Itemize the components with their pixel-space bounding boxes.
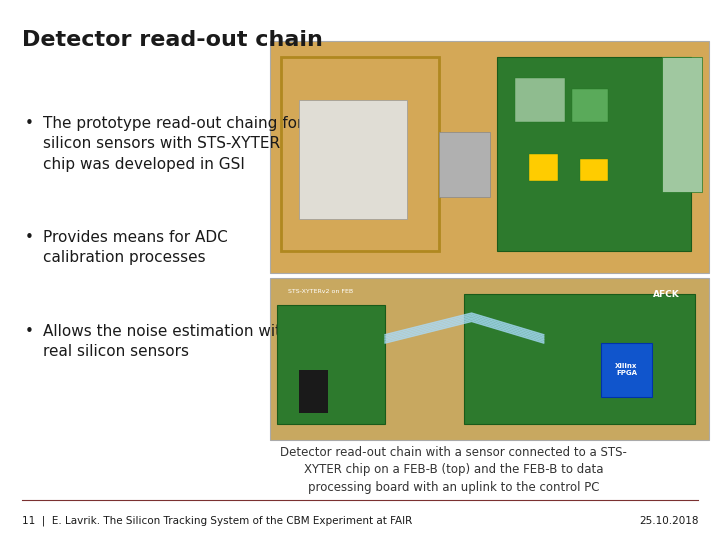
FancyBboxPatch shape xyxy=(601,343,652,397)
Text: •: • xyxy=(25,230,34,245)
Bar xyxy=(572,89,608,122)
Text: 11  |  E. Lavrik. The Silicon Tracking System of the CBM Experiment at FAIR: 11 | E. Lavrik. The Silicon Tracking Sys… xyxy=(22,516,412,526)
FancyBboxPatch shape xyxy=(497,57,691,251)
Text: 25.10.2018: 25.10.2018 xyxy=(639,516,698,526)
Bar xyxy=(529,154,558,181)
FancyBboxPatch shape xyxy=(464,294,695,424)
Text: Detector read-out chain: Detector read-out chain xyxy=(22,30,323,50)
FancyBboxPatch shape xyxy=(270,278,709,440)
FancyBboxPatch shape xyxy=(270,40,709,273)
Text: The prototype read-out chaing for
silicon sensors with STS-XYTER
chip was develo: The prototype read-out chaing for silico… xyxy=(43,116,304,172)
FancyBboxPatch shape xyxy=(662,57,702,192)
FancyBboxPatch shape xyxy=(277,305,385,424)
Bar xyxy=(299,370,328,413)
Text: STS-XYTERv2 on FEB: STS-XYTERv2 on FEB xyxy=(288,289,353,294)
Bar xyxy=(580,159,608,181)
Text: •: • xyxy=(25,324,34,339)
Text: Allows the noise estimation with
real silicon sensors: Allows the noise estimation with real si… xyxy=(43,324,291,360)
Text: •: • xyxy=(25,116,34,131)
Text: Xilinx
FPGA: Xilinx FPGA xyxy=(615,363,638,376)
Bar xyxy=(515,78,565,122)
FancyBboxPatch shape xyxy=(299,100,407,219)
Bar xyxy=(439,132,490,197)
Text: AFCK: AFCK xyxy=(652,290,680,299)
Text: Provides means for ADC
calibration processes: Provides means for ADC calibration proce… xyxy=(43,230,228,265)
Text: Detector read-out chain with a sensor connected to a STS-
XYTER chip on a FEB-B : Detector read-out chain with a sensor co… xyxy=(280,446,627,495)
